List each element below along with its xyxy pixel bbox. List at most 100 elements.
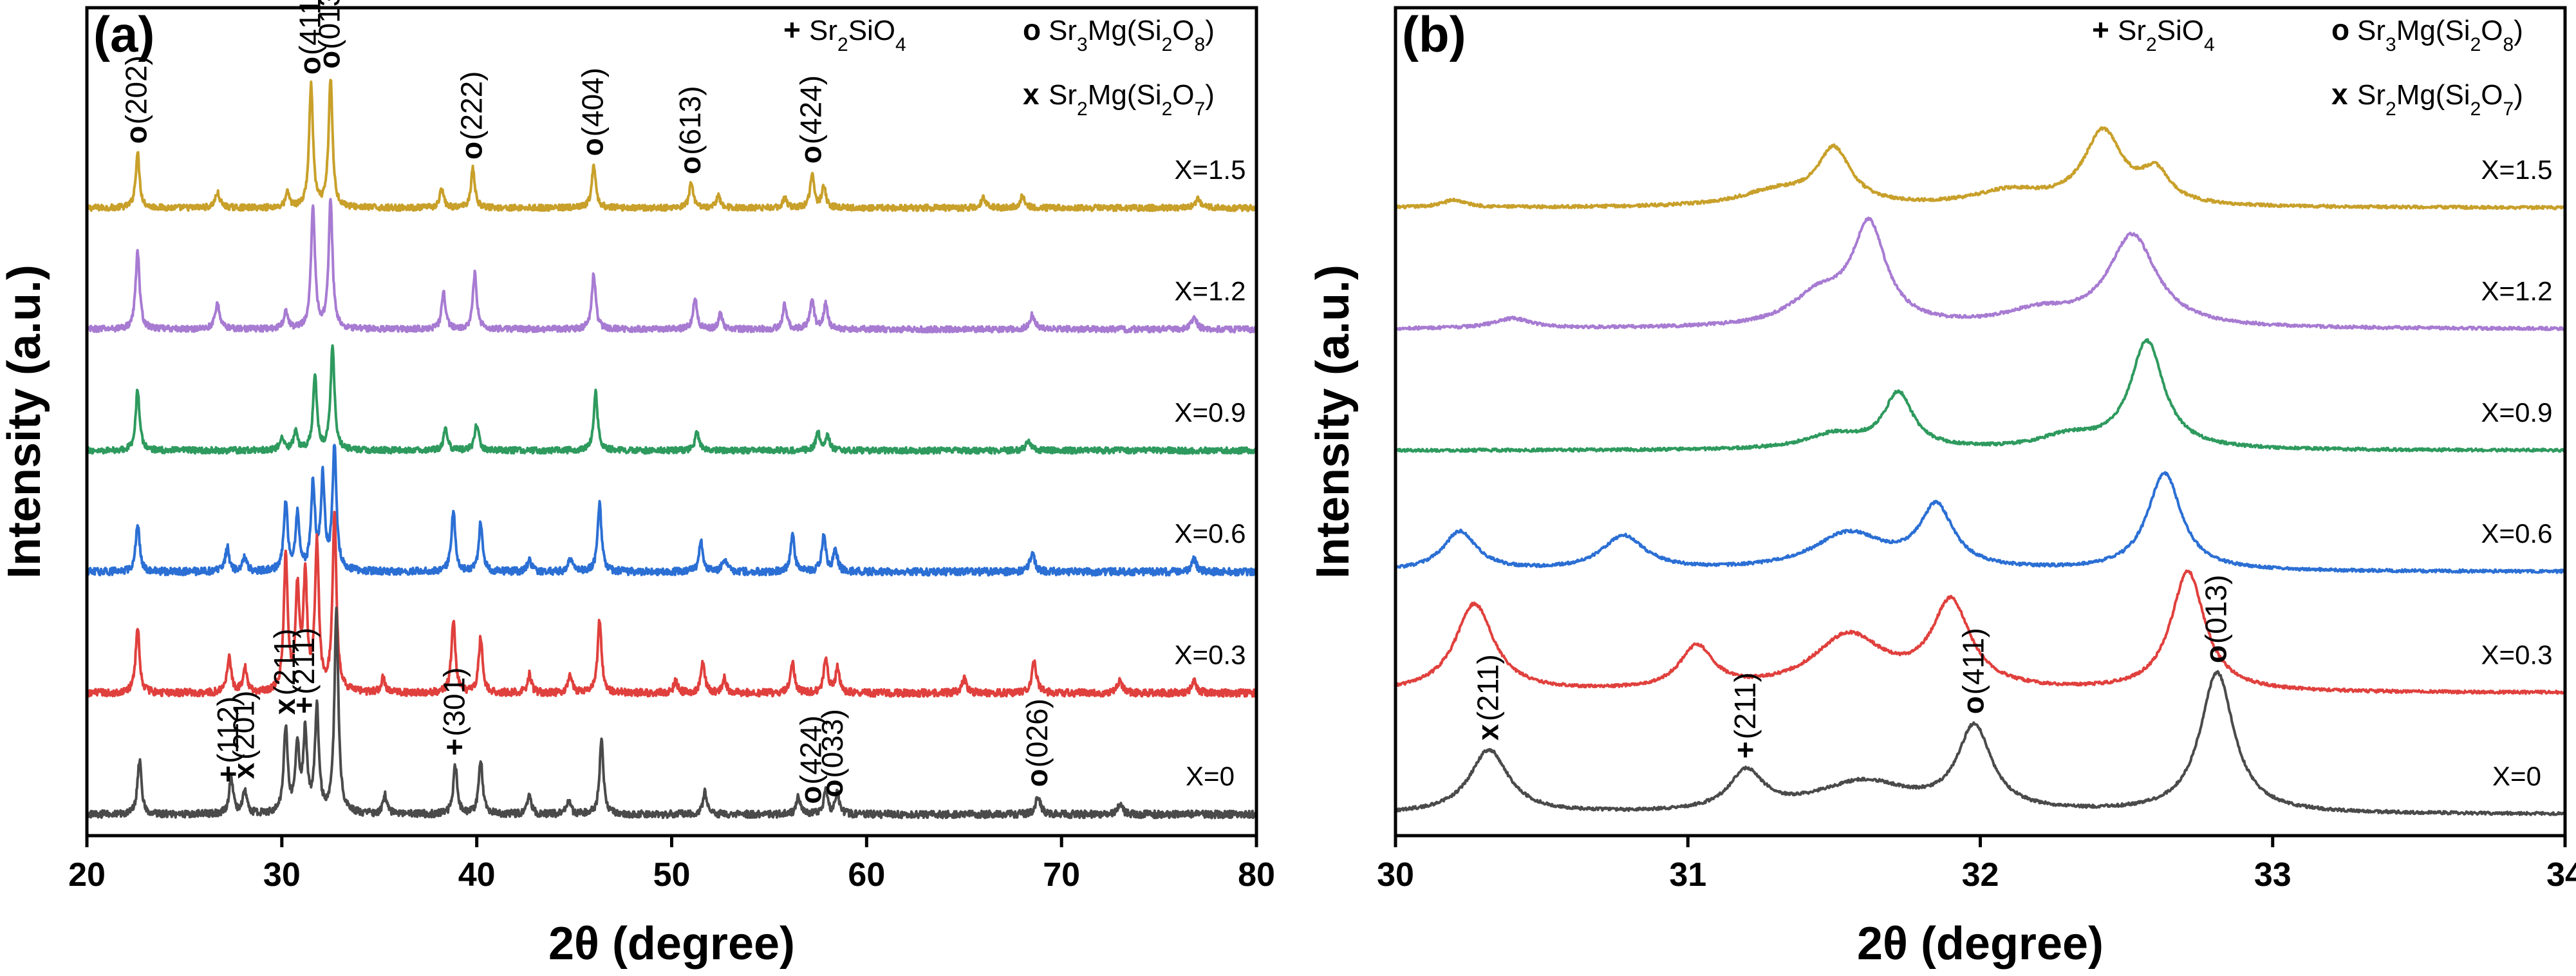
series-label: X=0.3 — [2481, 640, 2553, 670]
peak-annotation: +(112) — [211, 697, 245, 783]
peak-phase-marker: o — [794, 145, 828, 164]
plot-frame — [85, 6, 1258, 838]
legend-entry: Sr2SiO4 — [2118, 15, 2215, 55]
peak-phase-marker: + — [1728, 742, 1762, 759]
series-label: X=1.2 — [2481, 276, 2553, 306]
peak-hkl-label: (201) — [227, 691, 260, 760]
legend-entry: Sr3Mg(Si2O8) — [1049, 15, 1215, 55]
peak-annotation: x (211) — [268, 628, 301, 715]
series-line-X03 — [86, 511, 1258, 698]
series-label: X=0 — [1186, 761, 1235, 791]
x-tick-label: 33 — [2254, 856, 2291, 894]
legend-marker: + — [2092, 13, 2109, 46]
peak-phase-marker: o — [1956, 696, 1990, 714]
peak-phase-marker: o — [673, 156, 707, 174]
peak-annotation: o (202) — [120, 55, 153, 144]
peak-phase-marker: + — [437, 738, 471, 756]
x-tick-label: 20 — [68, 856, 106, 894]
series-label: X=0.3 — [1175, 640, 1246, 670]
series-label: X=0.6 — [1175, 518, 1246, 549]
peak-annotation: o(411) — [293, 0, 326, 75]
x-tick-label: 31 — [1669, 856, 1706, 894]
panel-b: X=1.5 X=1.2 X=0.9 X=0.6 X=0.3 X=0 30 31 32 33 34 2θ… — [1307, 6, 2576, 970]
x-tick-label: 32 — [1962, 856, 1999, 894]
legend-entry: Sr2SiO4 — [809, 15, 906, 55]
series-line-X06 — [86, 444, 1258, 577]
peak-hkl-label: (013) — [2199, 575, 2232, 644]
peak-phase-marker: o — [2199, 645, 2232, 663]
peak-phase-marker: o — [816, 779, 849, 797]
peak-hkl-label: (613) — [673, 86, 707, 155]
x-tick-label: 80 — [1238, 856, 1275, 894]
peak-phase-marker: o — [120, 126, 153, 144]
x-tick-label: 70 — [1043, 856, 1080, 894]
legend-entry: Sr2Mg(Si2O7) — [2357, 79, 2523, 120]
x-axis-title: 2θ (degree) — [1857, 918, 2104, 970]
series-label: X=1.5 — [2481, 155, 2553, 185]
panel-label: (a) — [93, 6, 154, 62]
peak-annotation: +(301) — [437, 668, 471, 756]
peak-annotation: o(424) — [794, 75, 828, 164]
x-axis-title: 2θ (degree) — [548, 918, 795, 970]
peak-hkl-label: (404) — [575, 68, 609, 136]
peak-annotation: o(613) — [673, 86, 707, 174]
peak-hkl-label: (112) — [211, 697, 245, 764]
series-label: X=0.9 — [1175, 397, 1246, 427]
peak-hkl-label: (211) — [268, 628, 301, 695]
peak-phase-marker: o — [1020, 769, 1054, 787]
legend-entry: Sr2Mg(Si2O7) — [1049, 79, 1215, 120]
series-label: X=0.9 — [2481, 397, 2553, 427]
panel-label: (b) — [1402, 6, 1466, 62]
peak-annotation: + (211) — [1728, 672, 1762, 758]
legend-marker: o — [2331, 13, 2349, 46]
peak-phase-marker: o — [575, 138, 609, 156]
series-line-X09 — [86, 344, 1258, 455]
legend-marker: + — [783, 13, 801, 46]
series-line-X0 — [1395, 670, 2566, 816]
peak-phase-marker: o — [455, 142, 489, 160]
x-tick-label: 50 — [653, 856, 691, 894]
peak-annotation: o (424) — [794, 715, 828, 803]
peak-hkl-label: (411) — [293, 0, 326, 55]
peak-hkl-label: (211) — [287, 628, 321, 695]
peak-annotation: x (211) — [1471, 654, 1504, 740]
series-label: X=1.2 — [1175, 276, 1246, 306]
series-line-X0 — [86, 606, 1258, 820]
series-label: X=1.5 — [1175, 155, 1246, 185]
x-tick-label: 34 — [2546, 856, 2576, 894]
series-line-X09 — [1394, 338, 2566, 453]
series-line-X03 — [1394, 569, 2566, 695]
peak-phase-marker: x — [227, 762, 260, 779]
peak-annotation: o(033) — [816, 709, 849, 797]
peak-phase-marker: o — [794, 786, 828, 804]
peak-hkl-label: (222) — [455, 71, 489, 140]
peak-annotation: o(411) — [1956, 628, 1990, 714]
peak-hkl-label: (026) — [1020, 699, 1054, 767]
panel-a: X=1.5 X=1.2 X=0.9 X=0.6 X=0.3 X=0 20 30 40 50 60 70… — [0, 0, 1275, 970]
x-tick-label: 30 — [263, 856, 301, 894]
peak-hkl-label: (013) — [313, 0, 346, 50]
peak-hkl-label: (211) — [1471, 654, 1504, 721]
peak-annotation: o (026) — [1020, 699, 1054, 787]
legend-marker: x — [2331, 77, 2348, 111]
peak-phase-marker: + — [287, 697, 321, 714]
legend: + Sr2SiO4 o Sr3Mg(Si2O8) x Sr2Mg(Si2O7) — [2092, 13, 2523, 120]
series-line-X12 — [1395, 216, 2566, 332]
peak-hkl-label: (424) — [794, 715, 828, 784]
peak-hkl-label: (202) — [120, 55, 153, 124]
peak-hkl-label: (424) — [794, 75, 828, 144]
x-tick-label: 40 — [458, 856, 496, 894]
peak-annotation: o(013) — [2199, 575, 2232, 663]
y-axis-title: Intensity (a.u.) — [1307, 265, 1359, 579]
series-line-X12 — [86, 198, 1258, 333]
peak-annotation: o (404) — [575, 68, 609, 156]
x-tick-label: 30 — [1377, 856, 1414, 894]
legend-entry: Sr3Mg(Si2O8) — [2357, 15, 2523, 55]
peak-annotation: o (222) — [455, 71, 489, 160]
peak-annotation: o(013) — [313, 0, 346, 69]
series-label: X=0 — [2492, 761, 2541, 791]
series-line-X15 — [86, 79, 1258, 212]
x-tick-label: 60 — [848, 856, 885, 894]
series-line-X15 — [1395, 126, 2566, 211]
legend: + Sr2SiO4 o Sr3Mg(Si2O8)x Sr2Mg(Si2O7) — [783, 13, 1215, 120]
